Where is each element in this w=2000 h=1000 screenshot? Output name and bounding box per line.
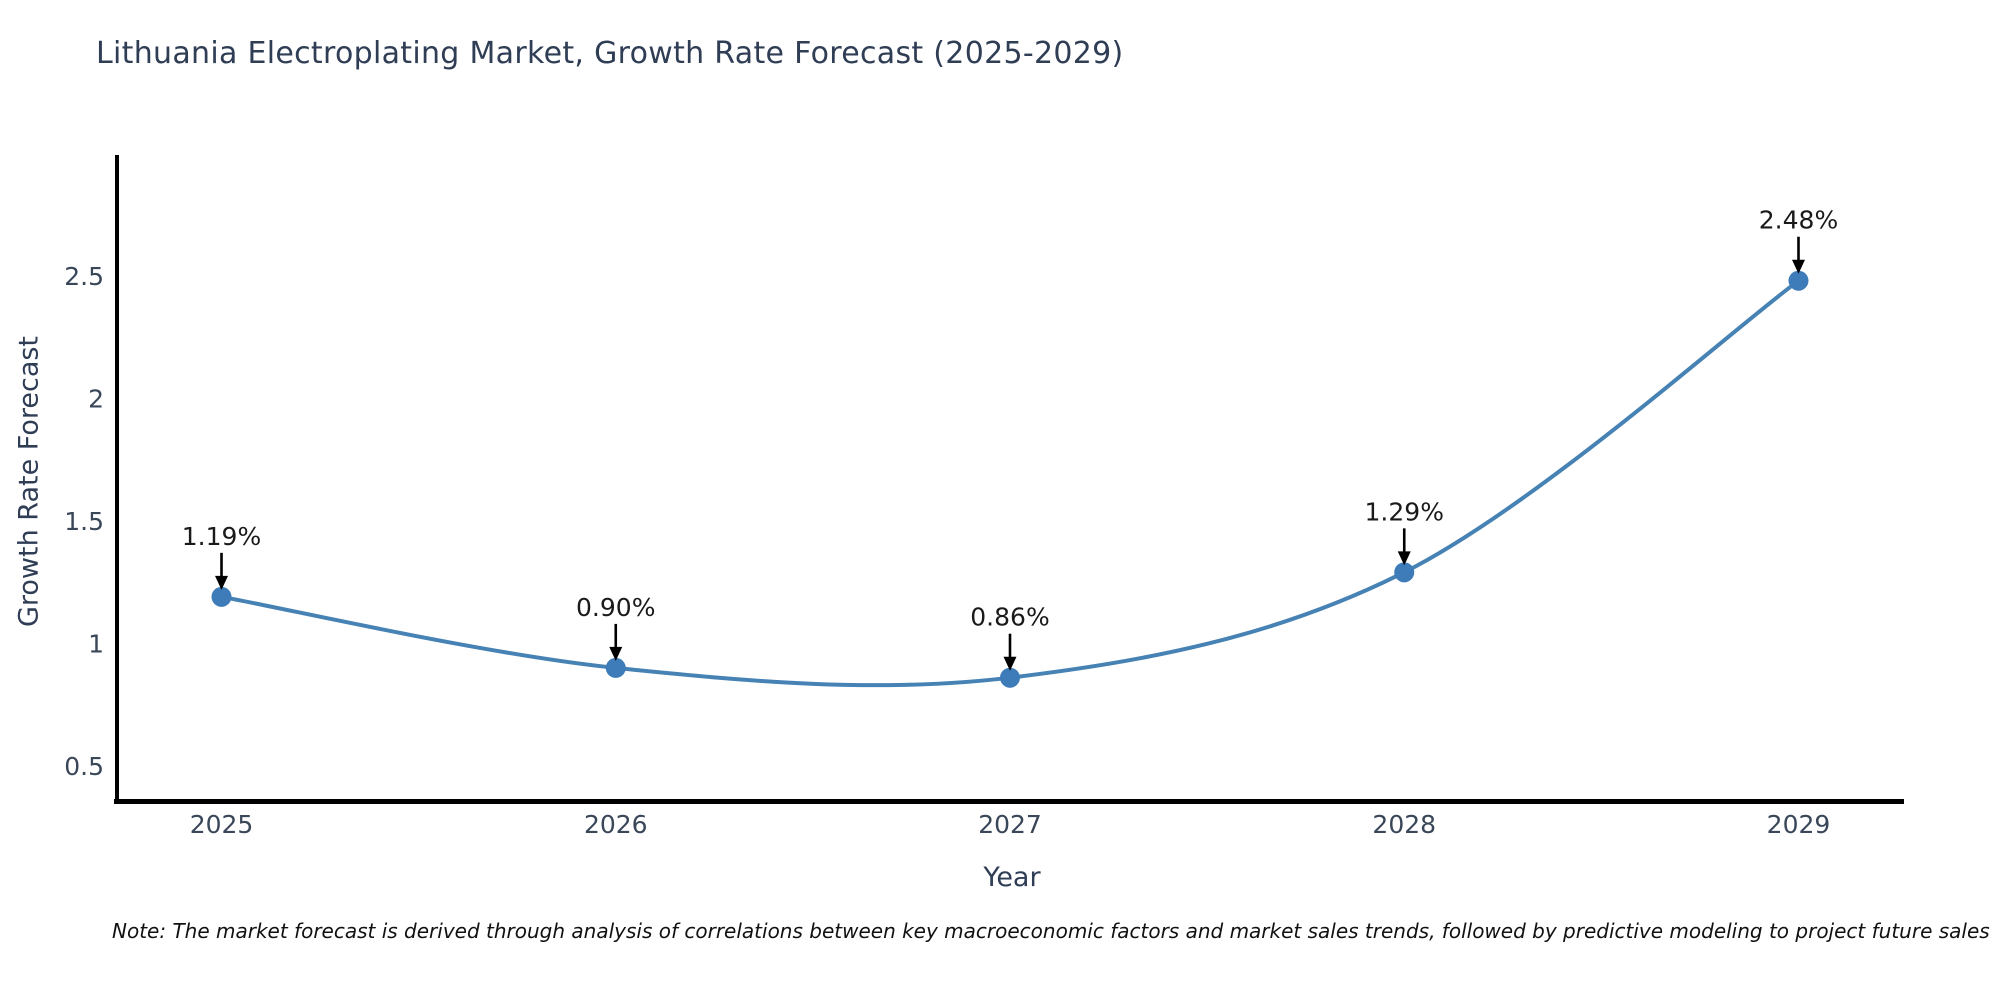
x-axis-title: Year bbox=[983, 862, 1041, 893]
data-point-2025 bbox=[211, 586, 232, 607]
x-tick-2025: 2025 bbox=[190, 810, 254, 839]
point-label-2028: 1.29% bbox=[1365, 497, 1444, 526]
y-tick-0.5: 0.5 bbox=[64, 752, 104, 781]
chart-title: Lithuania Electroplating Market, Growth … bbox=[96, 36, 1124, 71]
data-point-2029 bbox=[1788, 270, 1809, 291]
annotation-arrow-head bbox=[1791, 259, 1805, 274]
x-tick-2026: 2026 bbox=[584, 810, 648, 839]
point-label-2027: 0.86% bbox=[970, 603, 1049, 632]
x-tick-2028: 2028 bbox=[1372, 810, 1436, 839]
point-label-2025: 1.19% bbox=[182, 522, 261, 551]
data-point-2027 bbox=[1000, 667, 1020, 688]
y-tick-2: 2 bbox=[88, 384, 104, 413]
point-label-2029: 2.48% bbox=[1759, 206, 1838, 235]
y-axis-spine bbox=[115, 155, 119, 803]
x-tick-2027: 2027 bbox=[978, 810, 1042, 839]
annotation-arrow-head bbox=[1003, 656, 1017, 671]
y-tick-1.5: 1.5 bbox=[64, 507, 104, 536]
footnote: Note: The market forecast is derived thr… bbox=[112, 919, 1990, 943]
annotation-arrow-head bbox=[1397, 551, 1411, 566]
x-tick-2029: 2029 bbox=[1767, 810, 1831, 839]
data-point-2026 bbox=[605, 657, 626, 678]
y-tick-2.5: 2.5 bbox=[64, 262, 104, 291]
data-point-2028 bbox=[1394, 562, 1415, 583]
x-axis-spine bbox=[114, 799, 1904, 804]
point-label-2026: 0.90% bbox=[576, 593, 655, 622]
y-tick-1: 1 bbox=[88, 629, 104, 658]
annotation-arrow-head bbox=[609, 646, 623, 661]
annotation-arrow-head bbox=[215, 575, 229, 590]
